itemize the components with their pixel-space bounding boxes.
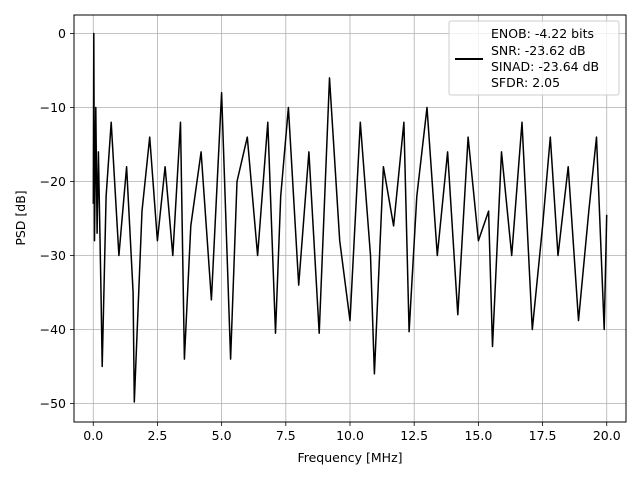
legend-entry-sfdr: SFDR: 2.05 bbox=[491, 75, 560, 90]
legend: ENOB: -4.22 bits SNR: -23.62 dB SINAD: -… bbox=[448, 20, 620, 96]
y-tick-label: −50 bbox=[40, 396, 66, 411]
y-tick-label: −10 bbox=[40, 100, 66, 115]
y-tick-label: −40 bbox=[40, 322, 66, 337]
x-axis-ticks: 0.0 2.5 5.0 7.5 10.0 12.5 15.0 17.5 20.0 bbox=[83, 422, 621, 443]
y-tick-label: −20 bbox=[40, 174, 66, 189]
y-tick-label: −30 bbox=[40, 248, 66, 263]
x-tick-label: 20.0 bbox=[593, 428, 621, 443]
x-tick-label: 15.0 bbox=[464, 428, 492, 443]
y-axis-ticks: 0 −10 −20 −30 −40 −50 bbox=[40, 26, 74, 411]
psd-series-line bbox=[92, 32, 608, 403]
y-axis-label: PSD [dB] bbox=[13, 190, 28, 245]
x-tick-label: 2.5 bbox=[147, 428, 167, 443]
y-tick-label: 0 bbox=[58, 26, 66, 41]
x-tick-label: 7.5 bbox=[276, 428, 296, 443]
x-tick-label: 17.5 bbox=[529, 428, 557, 443]
x-tick-label: 10.0 bbox=[336, 428, 364, 443]
x-axis-label: Frequency [MHz] bbox=[297, 450, 402, 465]
legend-entry-enob: ENOB: -4.22 bits bbox=[491, 26, 594, 41]
series-layer bbox=[92, 32, 608, 403]
legend-entry-sinad: SINAD: -23.64 dB bbox=[491, 59, 599, 74]
x-tick-label: 0.0 bbox=[83, 428, 103, 443]
legend-box bbox=[448, 20, 620, 96]
x-tick-label: 12.5 bbox=[400, 428, 428, 443]
legend-entry-snr: SNR: -23.62 dB bbox=[491, 43, 586, 58]
x-tick-label: 5.0 bbox=[212, 428, 232, 443]
